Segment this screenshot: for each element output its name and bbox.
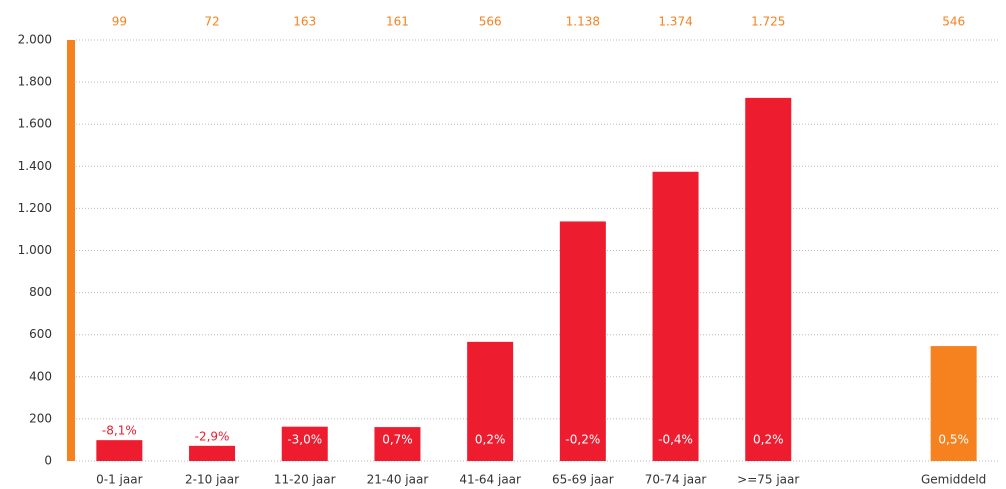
change-label: 0,2% — [753, 433, 784, 447]
change-label: -8,1% — [102, 424, 137, 438]
bar — [96, 440, 143, 461]
change-label: 0,2% — [475, 433, 506, 447]
value-label: 546 — [942, 15, 965, 29]
change-label: -3,0% — [287, 433, 322, 447]
value-label: 99 — [112, 15, 127, 29]
x-tick-label: Gemiddeld — [921, 473, 986, 487]
bar — [930, 346, 977, 461]
y-tick-label: 200 — [29, 411, 52, 425]
y-tick-label: 1.000 — [18, 243, 52, 257]
y-tick-label: 1.400 — [18, 159, 52, 173]
change-label: 0,5% — [938, 433, 969, 447]
value-label: 1.138 — [566, 15, 600, 29]
value-label: 1.725 — [751, 15, 785, 29]
value-label: 1.374 — [658, 15, 692, 29]
y-tick-label: 1.800 — [18, 75, 52, 89]
bar — [189, 445, 236, 461]
bar — [652, 171, 699, 461]
bar — [281, 426, 328, 461]
x-tick-label: 41-64 jaar — [459, 473, 521, 487]
x-tick-label: 21-40 jaar — [367, 473, 429, 487]
x-tick-label: 11-20 jaar — [274, 473, 336, 487]
bar — [374, 427, 421, 461]
value-label: 163 — [293, 15, 316, 29]
x-tick-label: 65-69 jaar — [552, 473, 614, 487]
value-label: 566 — [479, 15, 502, 29]
bar — [559, 221, 606, 461]
x-tick-label: >=75 jaar — [737, 473, 799, 487]
change-label: -0,2% — [565, 433, 600, 447]
change-label: -0,4% — [658, 433, 693, 447]
y-tick-label: 600 — [29, 327, 52, 341]
y-tick-label: 2.000 — [18, 33, 52, 47]
value-label: 161 — [386, 15, 409, 29]
y-tick-label: 800 — [29, 285, 52, 299]
change-label: -2,9% — [195, 429, 230, 443]
y-tick-label: 400 — [29, 369, 52, 383]
y-tick-label: 1.600 — [18, 117, 52, 131]
y-tick-label: 0 — [44, 454, 52, 468]
change-label: 0,7% — [382, 433, 413, 447]
x-tick-label: 2-10 jaar — [185, 473, 239, 487]
bar — [467, 341, 514, 461]
y-tick-label: 1.200 — [18, 201, 52, 215]
x-tick-label: 0-1 jaar — [96, 473, 142, 487]
bar — [745, 97, 792, 461]
y-axis — [67, 40, 75, 461]
value-label: 72 — [204, 15, 219, 29]
x-tick-label: 70-74 jaar — [645, 473, 707, 487]
